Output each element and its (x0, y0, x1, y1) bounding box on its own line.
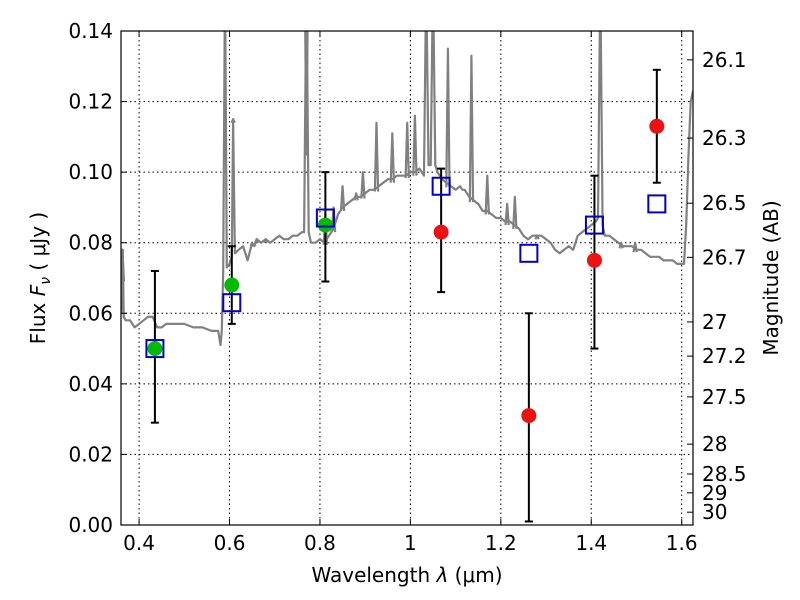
x-tick-label: 1.2 (485, 531, 517, 555)
spectrum-emission-peak (389, 132, 396, 183)
spectrum-emission-peak (512, 195, 518, 230)
spectrum-emission-peak (373, 121, 380, 192)
x-tick-label: 1.6 (666, 531, 698, 555)
spectrum-emission-peak (360, 171, 366, 199)
y-tick-label: 0.08 (68, 231, 113, 255)
markers (145, 118, 667, 424)
spectrum-emission-peak (339, 185, 346, 212)
spectrum-emission-peak (404, 121, 410, 179)
blue-square-marker (145, 339, 165, 359)
x-tick-label: 1.4 (575, 531, 607, 555)
right-tick-label: 28 (702, 432, 727, 456)
spectrum-emission-peak (534, 234, 540, 240)
grid-layer (121, 31, 693, 525)
blue-square-marker (584, 215, 604, 235)
spectrum-emission-peak (445, 47, 451, 188)
right-tick-label: 28.5 (702, 462, 747, 486)
y-tick-label: 0.12 (68, 90, 113, 114)
spectrum-emission-peak (618, 241, 624, 249)
plot-frame (120, 30, 694, 526)
right-tick-label: 27.5 (702, 385, 747, 409)
blue-square-marker (519, 243, 539, 263)
blue-square-marker (431, 176, 451, 196)
spectrum-emission-peak (353, 192, 359, 201)
right-tick-label: 30 (702, 500, 727, 524)
y-tick-label: 0.06 (68, 301, 113, 325)
x-tick-label: 0.6 (214, 531, 246, 555)
y-tick-label: 0.04 (68, 372, 113, 396)
red-points-marker (649, 118, 665, 134)
spectrum-emission-peak (412, 114, 418, 176)
right-tick-label: 26.1 (702, 48, 747, 72)
red-points-marker (586, 252, 602, 268)
spectrum-emission-peak (484, 174, 490, 215)
spectrum-emission-peak (263, 238, 269, 244)
spectrum-emission-peak (632, 241, 638, 253)
y-tick-label: 0.00 (68, 513, 113, 537)
right-tick-label: 26.7 (702, 245, 747, 269)
spectrum-emission-peak (504, 202, 510, 226)
y-tick-label: 0.14 (68, 19, 113, 43)
tick-marks (121, 30, 693, 526)
spectrum-emission-peak (230, 118, 236, 124)
x-axis-label: Wavelength λ (μm) (311, 563, 502, 587)
right-tick-label: 27 (702, 310, 727, 334)
spectrum-emission-peak (254, 238, 260, 244)
green-points-marker (224, 277, 240, 293)
spectrum-emission-peak (304, 31, 309, 156)
red-points-marker (521, 408, 537, 424)
right-tick-label: 26.3 (702, 126, 747, 150)
y-tick-label: 0.02 (68, 442, 113, 466)
right-tick-label: 27.2 (702, 344, 747, 368)
right-tick-label: 29 (702, 481, 727, 505)
x-tick-label: 1 (404, 531, 417, 555)
blue-square-marker (315, 208, 335, 228)
blue-square-marker (222, 293, 242, 313)
red-points-marker (433, 224, 449, 240)
right-axis-label: Magnitude (AB) (759, 200, 783, 355)
spectrum-emission-peak (249, 241, 255, 247)
green-points-marker (317, 217, 333, 233)
spectrum-emission-peak (468, 54, 475, 203)
x-tick-label: 0.8 (304, 531, 336, 555)
green-points-marker (147, 341, 163, 357)
blue-square-marker (647, 194, 667, 214)
right-tick-label: 26.5 (702, 191, 747, 215)
y-axis-label: Flux Fν ( μJy ) (26, 212, 54, 344)
x-tick-label: 0.4 (123, 531, 155, 555)
y-tick-label: 0.10 (68, 160, 113, 184)
